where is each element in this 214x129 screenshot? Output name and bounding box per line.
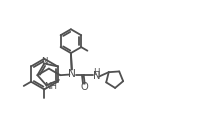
Text: N: N bbox=[42, 57, 48, 66]
Text: H: H bbox=[94, 68, 100, 77]
Text: N: N bbox=[68, 69, 76, 79]
Text: NH: NH bbox=[44, 82, 57, 91]
Text: N: N bbox=[93, 71, 101, 81]
Text: O: O bbox=[81, 82, 88, 92]
